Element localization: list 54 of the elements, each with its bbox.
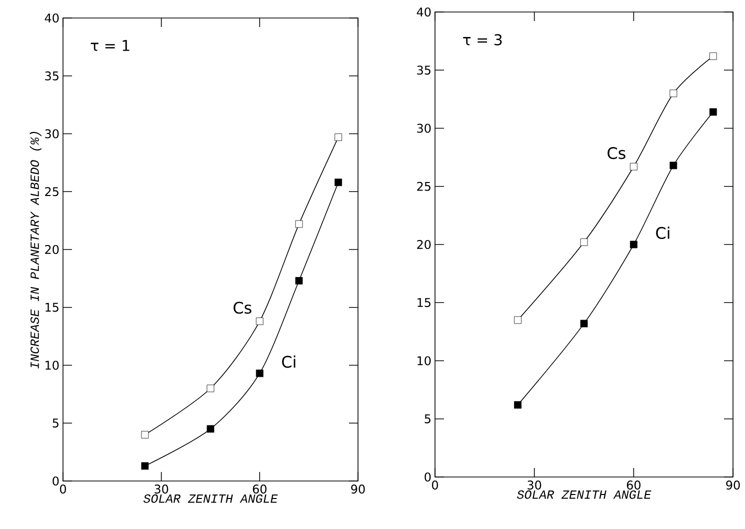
y-tick-label: 30 <box>45 129 59 138</box>
y-axis-title: INCREASE IN PLANETARY ALBEDO (%) <box>30 132 42 368</box>
y-tick-label: 15 <box>418 298 430 308</box>
y-tick-label: 10 <box>46 360 59 370</box>
y-tick-label: 0 <box>424 472 431 482</box>
point <box>334 134 342 141</box>
annotation: τ = 1 <box>90 40 130 51</box>
point <box>334 178 342 186</box>
y-tick-label: 20 <box>45 244 59 254</box>
point <box>630 240 638 248</box>
point <box>514 316 522 324</box>
point <box>206 384 214 392</box>
point <box>206 425 214 433</box>
y-tick-label: 20 <box>417 240 431 250</box>
x-tick-label: 0 <box>432 480 438 490</box>
y-tick-label: 35 <box>417 66 430 75</box>
series-label: Cs <box>608 147 626 160</box>
point <box>295 220 303 228</box>
point <box>141 462 149 470</box>
annotation: τ = 3 <box>463 34 502 46</box>
point <box>670 162 678 170</box>
x-tick-label: 30 <box>154 484 168 494</box>
y-tick-label: 15 <box>46 302 58 312</box>
y-tick-label: 25 <box>417 182 430 191</box>
x-axis-title: SOLAR ZENITH ANGLE <box>517 490 652 499</box>
x-tick-label: 90 <box>351 484 365 494</box>
series-label: Cs <box>234 302 252 314</box>
y-tick-label: 40 <box>44 13 59 23</box>
x-tick-label: 60 <box>252 484 266 494</box>
point <box>709 52 717 60</box>
point <box>256 318 264 325</box>
y-tick-label: 30 <box>417 124 431 133</box>
point <box>630 162 638 170</box>
point <box>256 370 264 378</box>
point <box>141 431 149 438</box>
y-tick-label: 35 <box>45 71 58 80</box>
series-label: Ci <box>656 226 670 239</box>
x-tick-label: 90 <box>726 480 740 490</box>
x-tick-label: 30 <box>528 480 542 490</box>
series-label: Ci <box>282 355 296 368</box>
point <box>514 401 522 409</box>
x-axis-title: SOLAR ZENITH ANGLE <box>143 494 278 503</box>
point <box>709 108 717 116</box>
y-tick-label: 10 <box>418 356 431 366</box>
y-tick-label: 5 <box>424 414 430 424</box>
point <box>580 238 588 246</box>
point <box>295 277 303 284</box>
x-tick-label: 60 <box>626 480 640 490</box>
y-tick-label: 25 <box>45 187 58 196</box>
y-tick-label: 5 <box>52 418 58 428</box>
x-tick-label: 0 <box>60 484 66 494</box>
y-tick-label: 40 <box>416 7 431 17</box>
point <box>580 320 588 328</box>
point <box>670 90 678 98</box>
